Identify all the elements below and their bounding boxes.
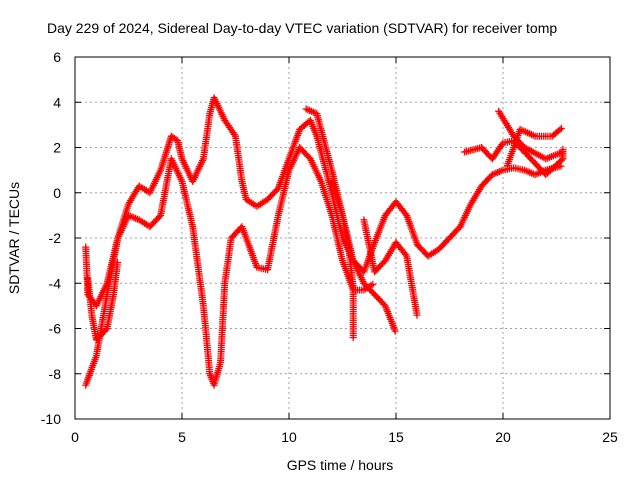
data-point <box>369 280 377 288</box>
x-tick-label: 0 <box>71 429 79 445</box>
y-tick-label: -8 <box>49 366 62 382</box>
data-point <box>413 311 421 319</box>
series-trace-d <box>302 105 399 335</box>
x-tick-label: 10 <box>281 429 297 445</box>
series-trace-e <box>328 177 357 342</box>
x-tick-label: 5 <box>178 429 186 445</box>
y-axis-label: SDTVAR / TECUs <box>6 182 22 294</box>
y-tick-label: 6 <box>53 49 61 65</box>
x-tick-label: 25 <box>602 429 618 445</box>
series-trace-b <box>82 144 377 389</box>
data-point <box>557 149 565 157</box>
y-tick-label: -4 <box>49 275 62 291</box>
series-trace-c <box>84 259 121 344</box>
data-marks <box>82 94 567 389</box>
x-tick-label: 15 <box>388 429 404 445</box>
chart-title: Day 229 of 2024, Sidereal Day-to-day VTE… <box>47 20 557 36</box>
series-trace-h <box>495 107 565 163</box>
x-axis-label: GPS time / hours <box>287 457 394 473</box>
data-point <box>114 259 121 267</box>
series-trace-i <box>503 124 565 170</box>
y-tick-label: -2 <box>49 230 62 246</box>
y-tick-label: -10 <box>41 411 61 427</box>
data-point <box>349 334 357 342</box>
ticks: 0 5 10 15 20 25 -10 -8 -6 -4 -2 0 2 4 6 <box>41 49 618 445</box>
x-tick-label: 20 <box>495 429 511 445</box>
y-tick-label: 0 <box>53 185 61 201</box>
data-point <box>557 156 565 164</box>
data-point <box>557 124 565 132</box>
data-point <box>391 327 399 335</box>
data-point <box>556 126 564 134</box>
series-trace-f <box>360 216 421 319</box>
y-tick-label: 2 <box>53 140 61 156</box>
y-tick-label: -6 <box>49 321 62 337</box>
y-tick-label: 4 <box>53 94 61 110</box>
